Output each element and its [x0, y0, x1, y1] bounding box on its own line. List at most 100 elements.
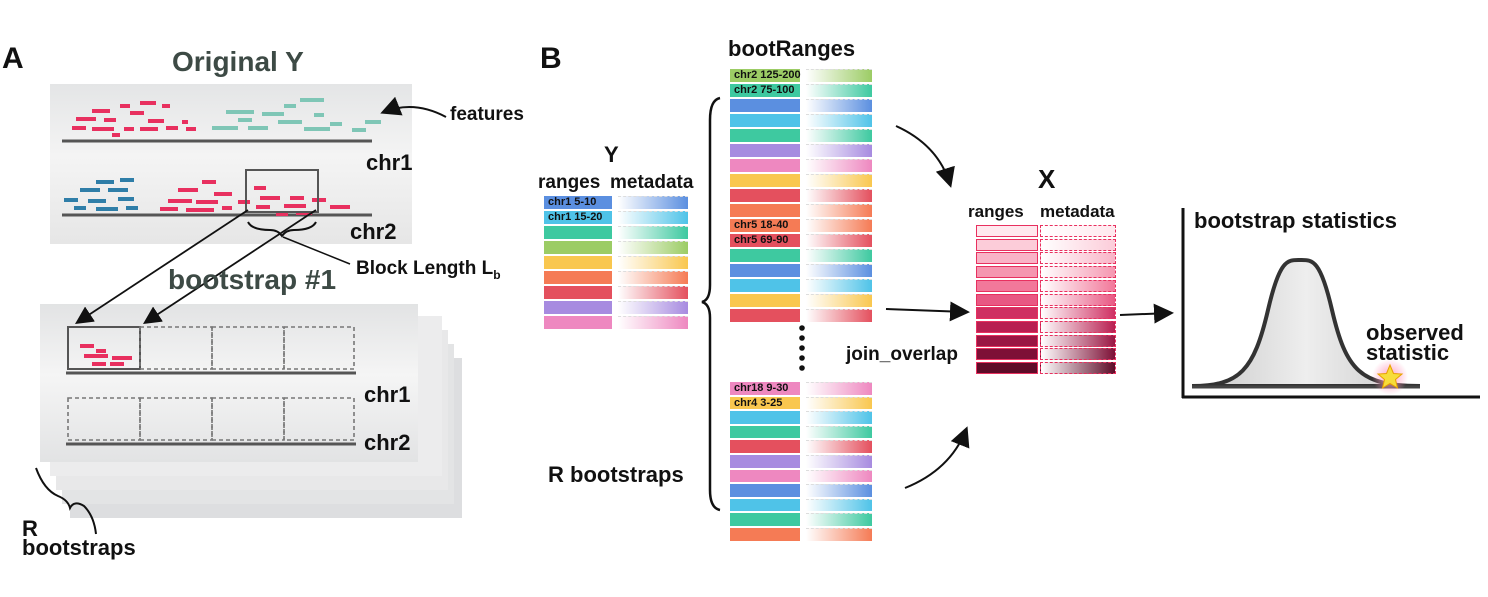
x-range-row [976, 307, 1038, 320]
r-bootstraps-brace-a [35, 467, 97, 535]
range-row [730, 204, 800, 217]
metadata-cell [806, 174, 872, 187]
x-metadata-header: metadata [1040, 202, 1115, 221]
features-arrow [380, 96, 447, 118]
metadata-cell [806, 396, 872, 410]
metadata-cell [806, 513, 872, 526]
range-row [730, 294, 800, 307]
x-range-row [976, 238, 1038, 251]
range-row [730, 249, 800, 262]
y-metadata-header: metadata [610, 172, 694, 193]
range-row [730, 469, 800, 483]
x-range-row [976, 279, 1038, 292]
panel-b-letter: B [540, 42, 562, 75]
metadata-cell [806, 264, 872, 277]
metadata-cell [806, 484, 872, 497]
metadata-cell [806, 234, 872, 247]
metadata-cell [806, 114, 872, 127]
range-label: chr1 5-10 [548, 196, 597, 208]
bootstrap-statistics-title: bootstrap statistics [1194, 208, 1397, 233]
range-row [730, 425, 800, 439]
metadata-cell [618, 271, 688, 284]
metadata-cell [806, 279, 872, 292]
arrow-boot2-to-x [885, 301, 970, 322]
chr1-teal-features [212, 98, 381, 132]
range-row [730, 440, 800, 453]
metadata-cell [806, 84, 872, 97]
bootstrap-1-box [40, 304, 418, 462]
range-label: chr2 75-100 [734, 84, 795, 96]
metadata-cell [806, 382, 872, 395]
statistic-label: statistic [1366, 340, 1450, 365]
chr2-label: chr2 [350, 219, 397, 244]
arrow-boot1-to-x [895, 125, 955, 188]
range-label: chr2 125-200 [734, 69, 801, 81]
x-metadata-cell [1040, 266, 1116, 279]
range-label: chr1 15-20 [548, 211, 603, 223]
metadata-cell [806, 249, 872, 262]
range-row [730, 114, 800, 127]
x-range-row [976, 225, 1038, 237]
range-row [544, 226, 612, 239]
metadata-cell [618, 241, 688, 254]
metadata-cell [806, 129, 872, 142]
x-title: X [1038, 164, 1056, 194]
range-row [544, 271, 612, 284]
x-range-row [976, 348, 1038, 361]
range-row [730, 99, 800, 112]
range-row [730, 69, 800, 82]
range-row [730, 279, 800, 292]
x-range-row [976, 320, 1038, 333]
arrow-boot3-to-x [904, 426, 970, 489]
range-row [730, 528, 800, 541]
observed-label: observed [1366, 320, 1464, 345]
range-row [730, 189, 800, 202]
ellipsis-dots [799, 325, 805, 371]
range-row [730, 159, 800, 172]
range-label: chr4 3-25 [734, 396, 783, 409]
features-label: features [450, 104, 524, 125]
range-label: chr5 18-40 [734, 219, 789, 231]
metadata-cell [618, 211, 688, 224]
block-brace [247, 221, 317, 238]
chr1-pink-features [72, 101, 196, 137]
x-metadata-cell [1040, 307, 1116, 320]
block-length-label: Block Length Lb [356, 258, 501, 282]
x-metadata-cell [1040, 362, 1116, 374]
range-row [730, 498, 800, 512]
panel-a-letter: A [2, 42, 24, 75]
bell-curve [1191, 257, 1421, 388]
metadata-cell [806, 498, 872, 512]
metadata-cell [806, 455, 872, 468]
range-row [544, 316, 612, 329]
range-row [544, 286, 612, 299]
range-row [730, 396, 800, 410]
x-metadata-cell [1040, 225, 1116, 237]
range-row [730, 309, 800, 322]
r-bootstraps-a: bootstraps [22, 535, 136, 560]
metadata-cell [806, 144, 872, 157]
range-row [730, 455, 800, 468]
bootstrap-1-title: bootstrap #1 [168, 264, 337, 295]
metadata-cell [618, 256, 688, 269]
metadata-cell [618, 286, 688, 299]
x-range-row [976, 362, 1038, 374]
metadata-cell [806, 204, 872, 217]
range-row [730, 234, 800, 247]
metadata-cell [618, 301, 688, 314]
metadata-cell [618, 226, 688, 239]
arrow-x-to-stats [1119, 303, 1174, 324]
chr2-pink-features [160, 180, 350, 216]
range-row [730, 382, 800, 395]
range-row [544, 256, 612, 269]
x-range-row [976, 266, 1038, 279]
x-metadata-cell [1040, 348, 1116, 361]
range-row [730, 411, 800, 424]
y-ranges-header: ranges [538, 172, 601, 193]
range-label: chr5 69-90 [734, 234, 789, 246]
metadata-cell [806, 219, 872, 232]
metadata-cell [806, 189, 872, 202]
metadata-cell [806, 69, 872, 82]
r-bootstraps-brace-b [701, 96, 721, 512]
x-metadata-cell [1040, 320, 1116, 333]
